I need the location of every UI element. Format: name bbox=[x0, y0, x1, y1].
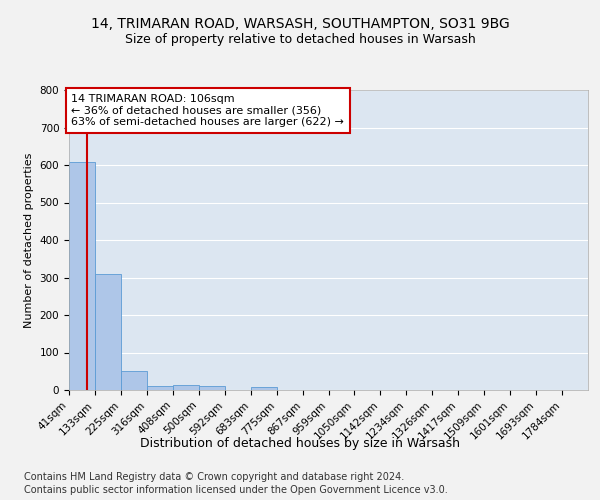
Bar bbox=[173, 385, 199, 390]
Bar bbox=[251, 387, 277, 390]
Text: 14 TRIMARAN ROAD: 106sqm
← 36% of detached houses are smaller (356)
63% of semi-: 14 TRIMARAN ROAD: 106sqm ← 36% of detach… bbox=[71, 94, 344, 127]
Bar bbox=[95, 274, 121, 390]
Bar bbox=[69, 162, 95, 390]
Y-axis label: Number of detached properties: Number of detached properties bbox=[24, 152, 34, 328]
Text: 14, TRIMARAN ROAD, WARSASH, SOUTHAMPTON, SO31 9BG: 14, TRIMARAN ROAD, WARSASH, SOUTHAMPTON,… bbox=[91, 18, 509, 32]
Bar bbox=[199, 386, 225, 390]
Bar bbox=[121, 371, 147, 390]
Text: Distribution of detached houses by size in Warsash: Distribution of detached houses by size … bbox=[140, 438, 460, 450]
Bar bbox=[147, 386, 173, 390]
Text: Contains public sector information licensed under the Open Government Licence v3: Contains public sector information licen… bbox=[24, 485, 448, 495]
Text: Size of property relative to detached houses in Warsash: Size of property relative to detached ho… bbox=[125, 32, 475, 46]
Text: Contains HM Land Registry data © Crown copyright and database right 2024.: Contains HM Land Registry data © Crown c… bbox=[24, 472, 404, 482]
